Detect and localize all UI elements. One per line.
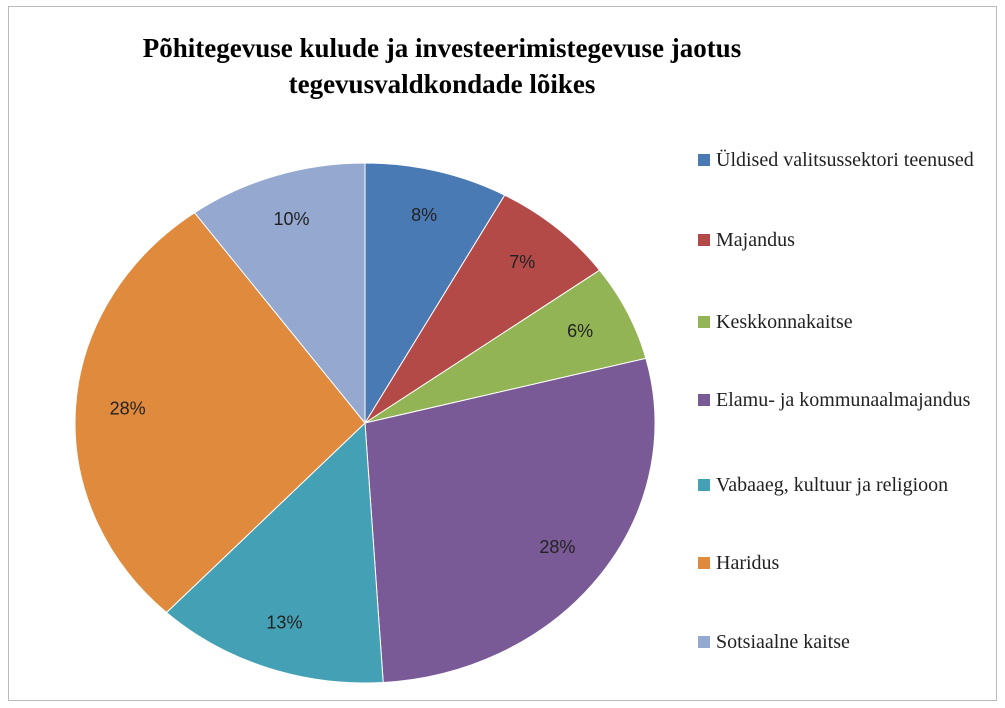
data-label: 10% xyxy=(274,209,310,229)
data-label: 6% xyxy=(567,321,593,341)
legend-item: Keskkonnakaitse xyxy=(698,310,978,334)
legend-label: Vabaaeg, kultuur ja religioon xyxy=(716,474,949,496)
legend-item: Haridus xyxy=(698,551,978,575)
data-label: 13% xyxy=(266,612,302,632)
legend-label: Majandus xyxy=(716,229,795,251)
legend-swatch xyxy=(698,316,710,328)
data-label: 28% xyxy=(110,398,146,418)
legend-swatch xyxy=(698,479,710,491)
data-label: 8% xyxy=(411,205,437,225)
pie-slice xyxy=(193,162,366,425)
legend-label: Sotsiaalne kaitse xyxy=(716,631,850,653)
legend-label: Haridus xyxy=(716,552,780,574)
chart-title: Põhitegevuse kulude ja investeerimistege… xyxy=(143,33,741,63)
data-label: 7% xyxy=(509,252,535,272)
legend-item: Elamu- ja kommunaalmajandus xyxy=(698,388,978,412)
pie-slice xyxy=(364,357,656,684)
legend-swatch xyxy=(698,394,710,406)
pie-slice xyxy=(364,162,506,425)
legend-label: Keskkonnakaitse xyxy=(716,311,853,333)
pie-slice xyxy=(165,421,384,684)
legend-item: Sotsiaalne kaitse xyxy=(698,630,978,654)
pie-slice xyxy=(364,194,601,424)
legend-label: Üldised valitsussektori teenused xyxy=(716,149,974,171)
pie-slice xyxy=(74,211,366,614)
data-label: 28% xyxy=(539,537,575,557)
legend-item: Vabaaeg, kultuur ja religioon xyxy=(698,473,978,497)
legend-swatch xyxy=(698,234,710,246)
legend-item: Üldised valitsussektori teenused xyxy=(698,148,978,172)
legend-item: Majandus xyxy=(698,228,978,252)
legend-label: Elamu- ja kommunaalmajandus xyxy=(716,389,971,411)
chart-title: tegevusvaldkondade lõikes xyxy=(289,69,596,99)
legend-swatch xyxy=(698,636,710,648)
legend-swatch xyxy=(698,154,710,166)
legend-swatch xyxy=(698,557,710,569)
